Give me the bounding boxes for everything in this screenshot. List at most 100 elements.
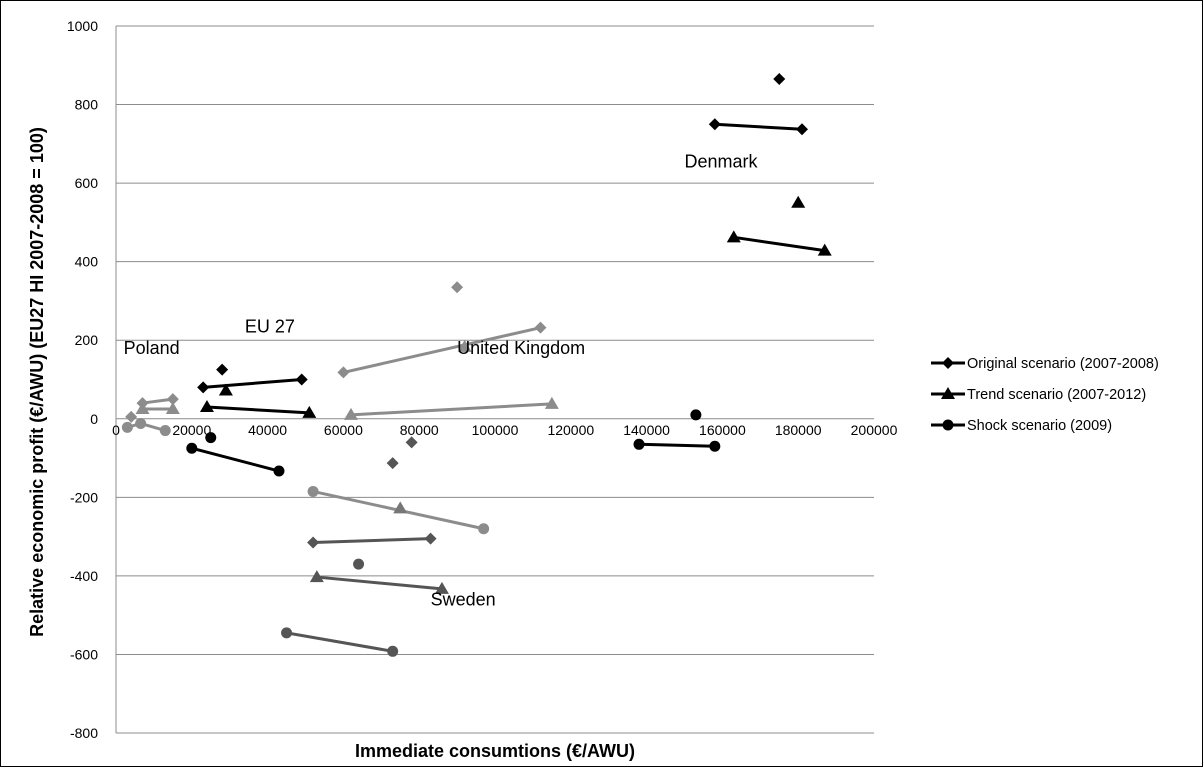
series-sweden-diamond (405, 436, 418, 449)
data-point-circle (307, 485, 319, 497)
series-line (191, 446, 280, 473)
y-tick-label: 800 (75, 97, 99, 113)
series-eu-27-triangle (218, 383, 233, 396)
series-line (638, 442, 715, 448)
annotation-label: EU 27 (245, 316, 295, 336)
data-point-triangle (135, 401, 150, 414)
data-point-diamond (337, 366, 350, 379)
series-denmark-circle (633, 438, 721, 452)
data-point-circle (205, 432, 217, 444)
data-point-circle (690, 409, 702, 421)
data-point-diamond (307, 536, 320, 549)
x-tick-label: 140000 (623, 422, 670, 438)
data-point-triangle (791, 195, 806, 208)
series-line (343, 326, 541, 374)
series-line (733, 235, 825, 253)
data-point-circle (387, 645, 399, 657)
data-point-diamond (197, 381, 210, 394)
legend-item: Shock scenario (2009) (931, 418, 1112, 434)
series-denmark-diamond (708, 118, 808, 136)
data-point-triangle (309, 570, 324, 583)
series-poland-diamond (125, 410, 138, 423)
data-point-diamond (295, 373, 308, 386)
data-point-triangle (544, 396, 559, 409)
x-tick-label: 100000 (472, 422, 519, 438)
y-tick-label: -800 (70, 725, 98, 741)
y-axis-title: Relative economic profit (€/AWU) (EU27 H… (27, 127, 47, 637)
data-point-circle (135, 417, 147, 429)
data-point-triangle (817, 243, 832, 256)
data-point-circle (121, 421, 133, 433)
y-tick-label: 0 (90, 411, 98, 427)
x-tick-label: 20000 (172, 422, 211, 438)
axes (115, 26, 874, 733)
data-point-circle (709, 440, 721, 452)
y-tick-label: 1000 (67, 18, 98, 34)
data-point-diamond (216, 363, 229, 376)
series-sweden-circle (353, 558, 365, 570)
data-point-diamond (424, 532, 437, 545)
x-axis-title: Immediate consumtions (€/AWU) (355, 741, 635, 761)
series-poland-circle (121, 417, 171, 437)
series-sweden-triangle (309, 570, 449, 594)
data-point-triangle (726, 230, 741, 243)
series-denmark-circle (690, 409, 702, 421)
data-point-circle (478, 523, 490, 535)
y-tick-labels: 1000 800 600 400 200 0 -200 -400 -600 -800 (67, 18, 98, 741)
series-united-kingdom-triangle (343, 396, 559, 420)
x-tick-label: 0 (112, 422, 120, 438)
series-united-kingdom-diamond (451, 281, 464, 294)
gridlines (116, 25, 874, 734)
annotation-label: Poland (124, 338, 180, 358)
annotation-label: United Kingdom (457, 338, 585, 358)
y-tick-label: -600 (70, 646, 98, 662)
data-point-diamond (708, 118, 721, 131)
data-point-circle (186, 442, 198, 454)
y-tick-label: -400 (70, 568, 98, 584)
data-point-triangle (165, 401, 180, 414)
legend-label: Shock scenario (2009) (967, 418, 1112, 434)
data-point-circle (633, 438, 645, 450)
data-point-triangle (434, 581, 449, 594)
series-denmark-triangle (791, 195, 806, 208)
legend-label: Original scenario (2007-2008) (967, 356, 1159, 372)
data-point-triangle (393, 501, 408, 514)
data-point-triangle (199, 399, 214, 412)
series-poland-diamond (136, 393, 179, 410)
data-point-diamond (451, 281, 464, 294)
x-tick-label: 60000 (324, 422, 363, 438)
series-sweden-diamond (386, 457, 399, 470)
data-point-diamond (405, 436, 418, 449)
data-point-triangle (457, 339, 472, 352)
series-line (203, 378, 302, 389)
y-tick-label: 600 (75, 175, 99, 191)
data-point-circle (159, 425, 171, 437)
series-line (350, 402, 552, 417)
data-point-circle (353, 558, 365, 570)
data-point-circle (273, 465, 285, 477)
x-tick-label: 180000 (775, 422, 822, 438)
annotation-label: Denmark (685, 151, 759, 171)
series-united-kingdom-diamond (337, 321, 547, 379)
legend: Original scenario (2007-2008) Trend scena… (931, 356, 1159, 434)
series-denmark-triangle (726, 230, 832, 256)
legend-item: Original scenario (2007-2008) (931, 356, 1159, 372)
series-eu-27-circle (186, 442, 285, 477)
legend-label: Trend scenario (2007-2012) (967, 387, 1146, 403)
series-line (714, 122, 803, 131)
data-point-diamond (795, 123, 808, 136)
series-line (286, 631, 393, 653)
series-line (126, 421, 166, 433)
x-tick-label: 80000 (400, 422, 439, 438)
y-tick-label: -200 (70, 489, 98, 505)
data-point-circle (281, 627, 293, 639)
series-eu-27-triangle (199, 399, 317, 418)
x-tick-label: 40000 (248, 422, 287, 438)
series-eu-27-circle (205, 432, 217, 444)
legend-diamond-marker (942, 357, 954, 369)
y-tick-label: 200 (75, 332, 99, 348)
legend-item: Trend scenario (2007-2012) (931, 387, 1146, 403)
series-sweden-circle (281, 627, 399, 657)
